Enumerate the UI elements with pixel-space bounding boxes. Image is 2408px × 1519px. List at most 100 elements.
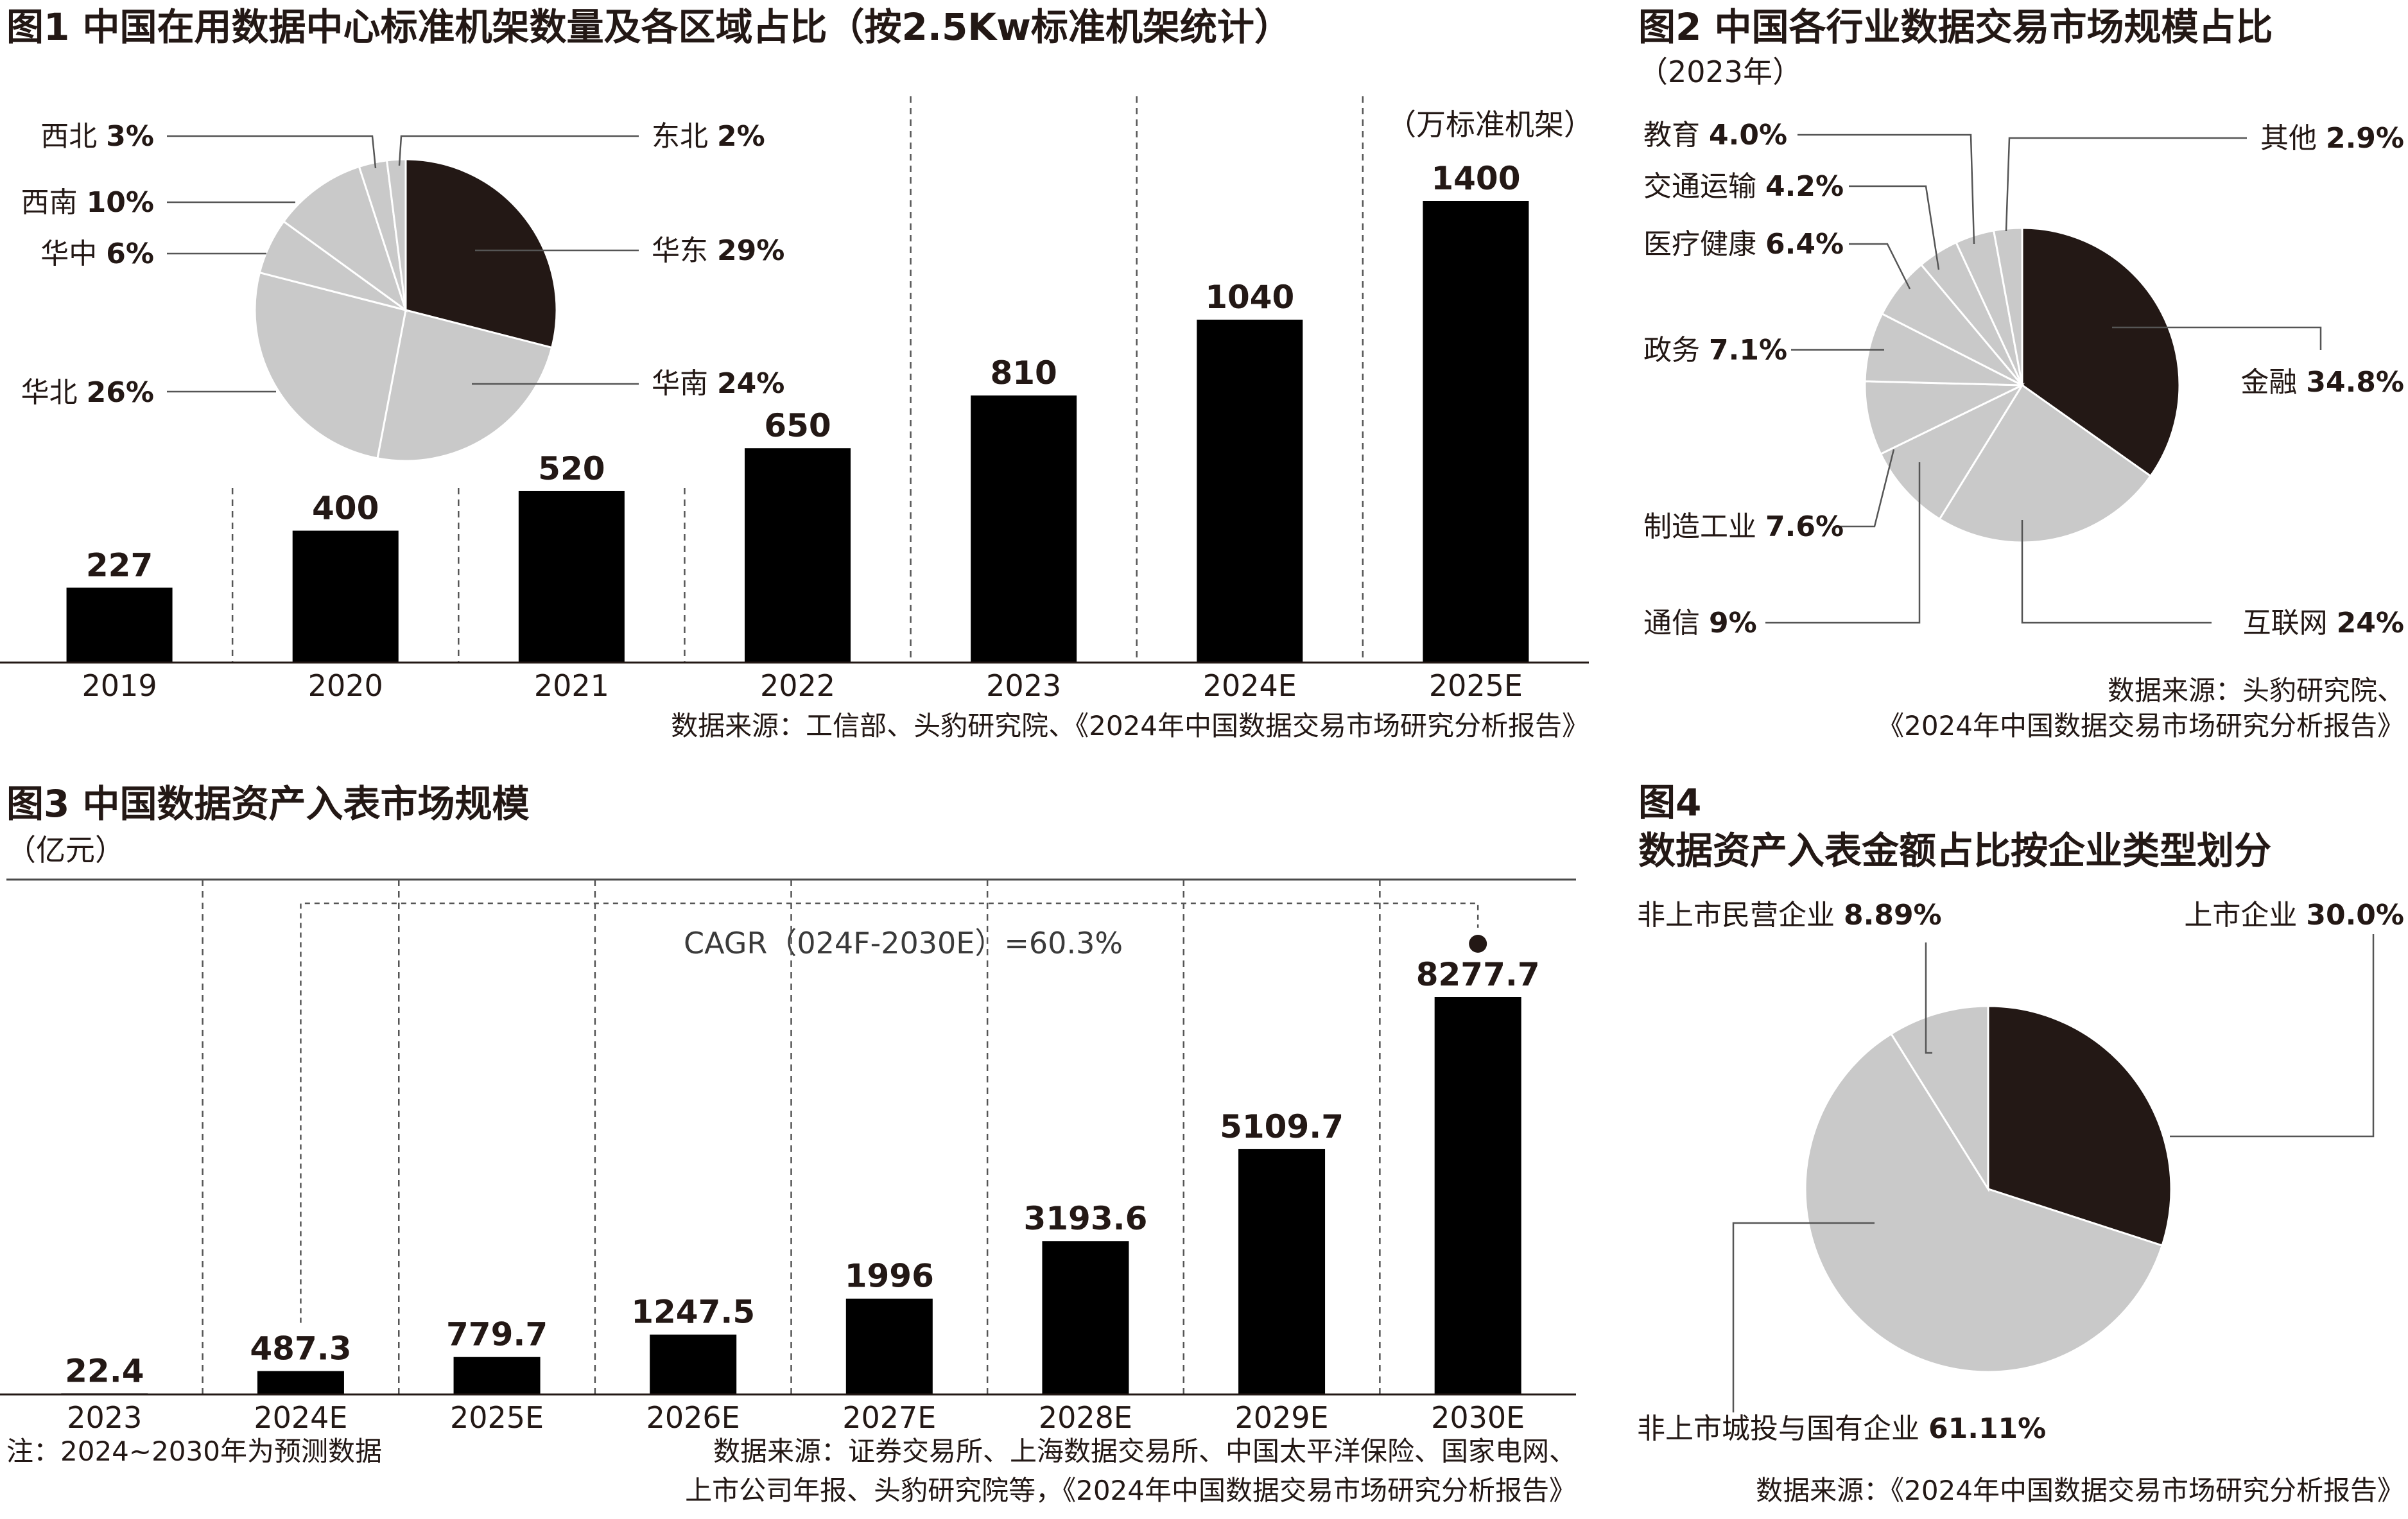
fig2-title: 图2 中国各行业数据交易市场规模占比 — [1638, 5, 2273, 49]
slice-label: 东北 2% — [652, 120, 765, 153]
leader-line — [2170, 934, 2375, 1138]
slice-name: 金融 — [2240, 366, 2306, 399]
bar — [66, 587, 173, 663]
bar — [1238, 1149, 1326, 1394]
slice-percent: 6% — [106, 238, 154, 270]
bar — [1434, 997, 1521, 1394]
slice-label: 制造工业 7.6% — [1643, 510, 1844, 543]
slice-label: 非上市城投与国有企业 61.11% — [1637, 1412, 2046, 1445]
fig4-title-2: 数据资产入表金额占比按企业类型划分 — [1638, 829, 2271, 872]
x-tick-label: 2024E — [254, 1400, 347, 1435]
slice-percent: 61.11% — [1928, 1412, 2046, 1445]
leader-line — [2021, 520, 2212, 624]
x-tick-label: 2030E — [1431, 1400, 1525, 1435]
data-label: 400 — [312, 490, 379, 527]
slice-name: 上市企业 — [2184, 899, 2306, 932]
bar — [518, 490, 625, 663]
pie-slice — [2021, 227, 2181, 478]
slice-percent: 8.89% — [1844, 899, 1942, 932]
slice-percent: 29% — [717, 234, 784, 267]
x-tick-label: 2019 — [82, 668, 157, 703]
slice-percent: 4.0% — [1709, 119, 1787, 152]
leader-line — [1849, 243, 1911, 290]
x-tick-label: 2026E — [646, 1400, 740, 1435]
leader-line — [1836, 449, 1895, 528]
data-label: 779.7 — [446, 1316, 548, 1353]
slice-name: 西南 — [21, 186, 87, 219]
x-tick-label: 2025E — [450, 1400, 544, 1435]
bar — [971, 395, 1077, 663]
data-label: 487.3 — [250, 1330, 351, 1367]
slice-name: 教育 — [1643, 119, 1709, 152]
x-tick-label: 2022 — [760, 668, 835, 703]
fig3-cagr: CAGR（024F-2030E）=60.3% — [684, 926, 1123, 960]
data-label: 3193.6 — [1023, 1200, 1147, 1237]
x-tick-label: 2023 — [67, 1400, 142, 1435]
slice-percent: 6.4% — [1765, 228, 1844, 261]
slice-label: 政务 7.1% — [1643, 334, 1787, 367]
slice-percent: 3% — [106, 120, 154, 153]
pie-slice — [1864, 380, 2023, 456]
slice-label: 华东 29% — [652, 234, 784, 267]
slice-name: 互联网 — [2243, 607, 2337, 639]
pie-slice — [376, 309, 553, 462]
slice-label: 交通运输 4.2% — [1643, 170, 1844, 203]
slice-name: 华南 — [652, 367, 717, 400]
x-tick-label: 2021 — [534, 668, 609, 703]
x-tick-label: 2025E — [1429, 668, 1523, 703]
x-tick-label: 2024E — [1203, 668, 1297, 703]
leader-line — [398, 135, 639, 166]
bar — [453, 1357, 541, 1394]
data-label: 8277.7 — [1416, 956, 1540, 993]
fig1-unit: （万标准机架） — [1387, 107, 1593, 142]
slice-label: 互联网 24% — [2243, 607, 2404, 639]
slice-percent: 26% — [87, 376, 154, 409]
data-label: 1400 — [1431, 160, 1520, 197]
pie-slice — [1992, 227, 2023, 386]
slice-label: 上市企业 30.0% — [2184, 899, 2404, 932]
slice-label: 华北 26% — [21, 376, 154, 409]
data-label: 5109.7 — [1220, 1108, 1344, 1145]
fig2-subtitle: （2023年） — [1638, 55, 1802, 89]
pie-slice — [1879, 383, 2025, 521]
data-label: 810 — [990, 354, 1057, 392]
slice-percent: 10% — [87, 186, 154, 219]
slice-name: 政务 — [1643, 334, 1709, 367]
fig2-source-2: 《2024年中国数据交易市场研究分析报告》 — [1877, 710, 2404, 742]
pie-slice — [404, 158, 558, 349]
bar — [1042, 1241, 1129, 1394]
slice-name: 交通运输 — [1643, 170, 1765, 203]
slice-name: 非上市民营企业 — [1637, 899, 1844, 932]
fig1-title: 图1 中国在用数据中心标准机架数量及各区域占比（按2.5Kw标准机架统计） — [6, 5, 1292, 49]
leader-line — [167, 135, 377, 169]
leader-line — [1732, 1222, 1875, 1412]
slice-label: 其他 2.9% — [2260, 122, 2404, 155]
fig4-pie-chart: 上市企业 30.0% 非上市城投与国有企业 61.11% 非上市民营企业 8.89% — [1637, 899, 2404, 1445]
fig2-source-1: 数据来源：头豹研究院、 — [2108, 675, 2404, 706]
slice-label: 教育 4.0% — [1643, 119, 1787, 152]
fig1-source: 数据来源：工信部、头豹研究院、《2024年中国数据交易市场研究分析报告》 — [671, 710, 1589, 742]
fig3-bar-chart: 22.4 2023 487.3 2024E 779.7 2025E 1247.5 2026E 1… — [0, 878, 1576, 1435]
slice-label: 西北 3% — [40, 120, 154, 153]
slice-percent: 2.9% — [2326, 122, 2404, 155]
slice-percent: 7.6% — [1765, 510, 1844, 543]
pie-slice — [1864, 312, 2023, 386]
fig1-bar-chart: 227 2019 400 2020 520 2021 650 2022 810 2023 1040 2… — [0, 96, 1589, 703]
fig3-source-2: 上市公司年报、头豹研究院等，《2024年中国数据交易市场研究分析报告》 — [685, 1475, 1576, 1506]
pie-slice — [1938, 383, 2152, 544]
data-label: 227 — [86, 546, 153, 584]
x-tick-label: 2023 — [986, 668, 1061, 703]
leader-line — [1797, 134, 1975, 245]
x-tick-label: 2020 — [308, 668, 383, 703]
fig3-note: 注：2024~2030年为预测数据 — [6, 1436, 382, 1467]
slice-name: 其他 — [2260, 122, 2326, 155]
leader-line — [2112, 326, 2322, 350]
fig2-pie-chart: 金融 34.8% 互联网 24% 通信 9% 制造工业 7.6% 政务 7.1% 医疗健康… — [1643, 119, 2404, 639]
slice-label: 通信 9% — [1643, 607, 1757, 639]
bar — [650, 1334, 737, 1394]
x-tick-label: 2027E — [842, 1400, 936, 1435]
pie-slice — [1987, 1005, 2172, 1247]
data-label: 22.4 — [65, 1352, 144, 1389]
slice-percent: 30.0% — [2306, 899, 2404, 932]
